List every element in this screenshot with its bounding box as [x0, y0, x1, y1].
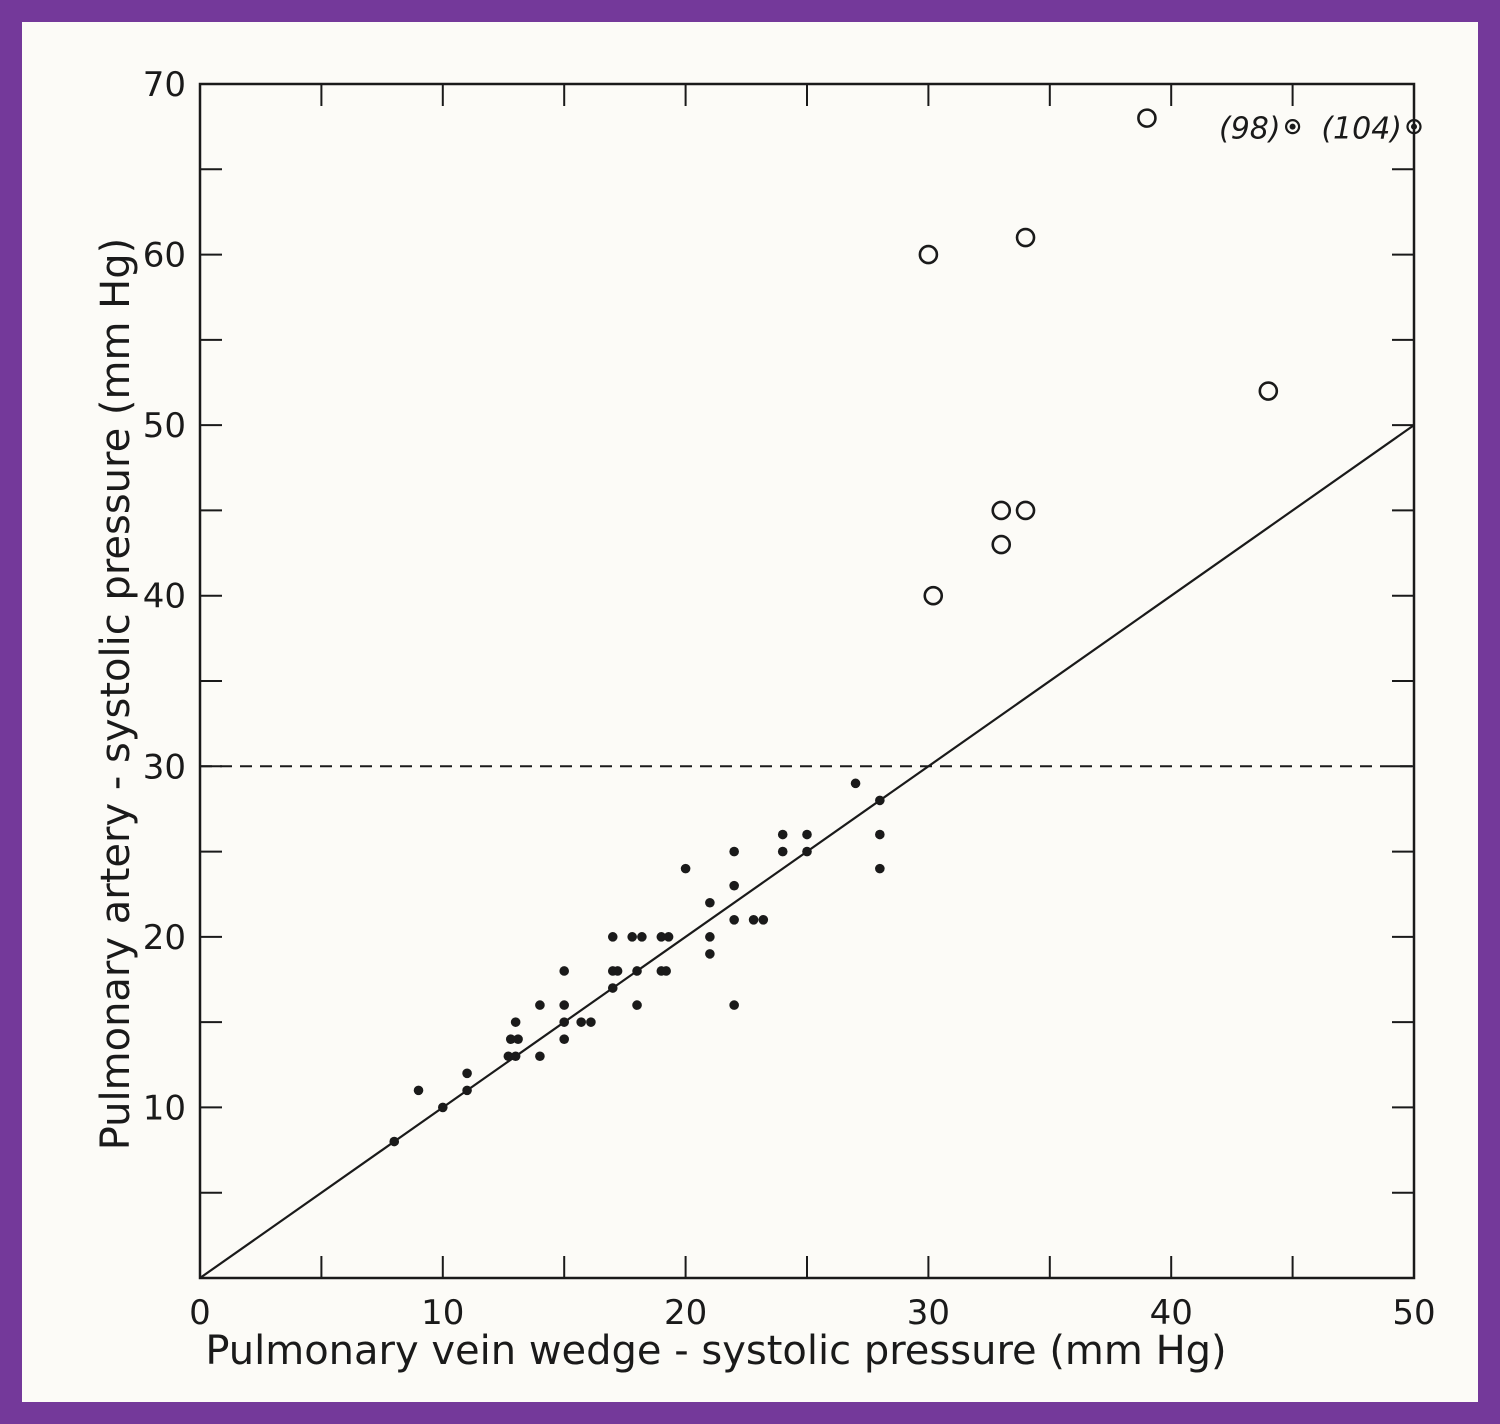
- data-point-open: [918, 244, 939, 265]
- data-point-circled: [1284, 119, 1301, 135]
- x-tick-label: 50: [1392, 1293, 1435, 1333]
- data-point-filled: [510, 1051, 521, 1062]
- data-point-circled: [1406, 119, 1422, 135]
- data-point-filled: [576, 1017, 586, 1027]
- data-point-filled: [802, 846, 812, 857]
- x-tick-label: 40: [1150, 1293, 1193, 1333]
- data-point-filled: [705, 897, 715, 908]
- data-point-filled: [513, 1034, 523, 1044]
- data-point-filled: [559, 1034, 569, 1044]
- data-point-filled: [729, 846, 739, 857]
- data-point-filled: [637, 932, 647, 942]
- y-tick-label: 50: [143, 406, 186, 446]
- data-point-filled: [875, 795, 885, 806]
- data-point-filled: [729, 1000, 739, 1010]
- scatter-chart: 0 10 20 30 40 50 10 20 30 40 50 60 70 (98) (104) Pulm…: [93, 65, 1436, 1374]
- data-points: [389, 108, 1422, 1147]
- figure-panel: 0 10 20 30 40 50 10 20 30 40 50 60 70 (98) (104) Pulm…: [22, 22, 1478, 1402]
- data-point-filled: [462, 1085, 472, 1096]
- data-point-filled: [462, 1068, 472, 1079]
- data-point-open: [1015, 500, 1036, 521]
- data-point-filled: [632, 1000, 642, 1010]
- data-point-filled: [559, 966, 569, 976]
- data-point-filled: [729, 880, 739, 891]
- data-point-filled: [748, 915, 759, 925]
- axis-tick-labels: 0 10 20 30 40 50 10 20 30 40 50 60 70: [143, 65, 1436, 1333]
- plot-frame: [198, 82, 1416, 1280]
- data-point-filled: [777, 846, 788, 857]
- y-tick-label: 70: [143, 65, 186, 105]
- data-point-open: [991, 500, 1012, 521]
- data-point-filled: [875, 829, 885, 840]
- data-point-filled: [559, 1000, 569, 1010]
- data-point-filled: [632, 966, 642, 976]
- x-axis-title: Pulmonary vein wedge - systolic pressure…: [205, 1328, 1226, 1374]
- data-point-filled: [438, 1102, 448, 1113]
- data-point-filled: [559, 1017, 569, 1027]
- data-point-open: [991, 534, 1012, 555]
- data-point-filled: [607, 983, 618, 993]
- y-tick-label: 20: [143, 918, 186, 958]
- x-tick-label: 20: [664, 1293, 707, 1333]
- data-point-open: [1258, 381, 1279, 401]
- data-point-filled: [535, 1051, 545, 1062]
- data-point-filled: [612, 966, 623, 976]
- data-point-filled: [627, 932, 637, 942]
- point-annotation-label: (98): [1219, 112, 1281, 147]
- data-point-filled: [758, 915, 769, 925]
- data-point-filled: [661, 966, 671, 976]
- x-tick-label: 10: [421, 1293, 464, 1333]
- y-tick-label: 30: [143, 747, 186, 787]
- y-tick-label: 60: [143, 236, 186, 276]
- x-tick-label: 30: [907, 1293, 950, 1333]
- data-point-filled: [777, 829, 788, 840]
- y-tick-label: 40: [143, 577, 186, 617]
- axis-ticks: [200, 84, 1414, 1278]
- data-point-filled: [389, 1136, 400, 1147]
- y-axis-title: Pulmonary artery - systolic pressure (mm…: [93, 238, 139, 1151]
- data-point-filled: [505, 1034, 516, 1044]
- data-point-filled: [607, 932, 618, 942]
- data-point-filled: [705, 932, 715, 942]
- data-point-filled: [680, 863, 691, 874]
- data-point-filled: [875, 863, 885, 874]
- data-point-filled: [413, 1085, 424, 1096]
- data-point-open: [1137, 108, 1157, 128]
- data-point-filled: [586, 1017, 596, 1027]
- data-point-circled-center: [1289, 123, 1296, 130]
- plot-area: [198, 82, 1416, 1280]
- data-point-filled: [535, 1000, 545, 1010]
- point-annotation-label: (104): [1321, 112, 1402, 147]
- data-point-filled: [503, 1051, 514, 1062]
- data-point-open: [1015, 227, 1036, 248]
- data-point-filled: [705, 949, 715, 959]
- data-point-filled: [510, 1017, 521, 1027]
- data-point-open: [923, 585, 944, 606]
- point-annotations: (98) (104): [1219, 112, 1402, 147]
- data-point-filled: [802, 829, 812, 840]
- data-point-filled: [729, 915, 739, 925]
- data-point-circled-center: [1411, 123, 1417, 130]
- data-point-filled: [850, 778, 861, 789]
- data-point-filled: [663, 932, 674, 942]
- data-point-filled: [656, 932, 667, 942]
- x-tick-label: 0: [189, 1293, 211, 1333]
- y-tick-label: 10: [143, 1088, 186, 1128]
